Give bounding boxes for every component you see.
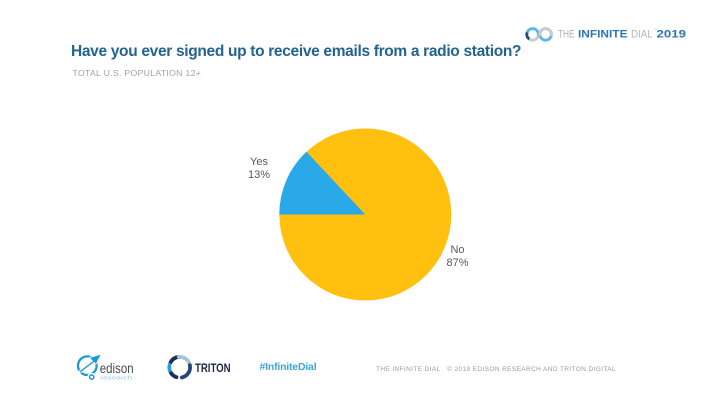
- svg-text:TRITON: TRITON: [195, 361, 231, 375]
- svg-text:2019: 2019: [657, 29, 687, 41]
- svg-text:THE: THE: [558, 29, 575, 41]
- svg-text:TM: TM: [653, 28, 658, 32]
- svg-text:INFINITE: INFINITE: [578, 29, 628, 41]
- svg-text:research: research: [100, 375, 132, 381]
- svg-text:edison: edison: [100, 361, 134, 376]
- svg-text:DIAL: DIAL: [631, 29, 653, 41]
